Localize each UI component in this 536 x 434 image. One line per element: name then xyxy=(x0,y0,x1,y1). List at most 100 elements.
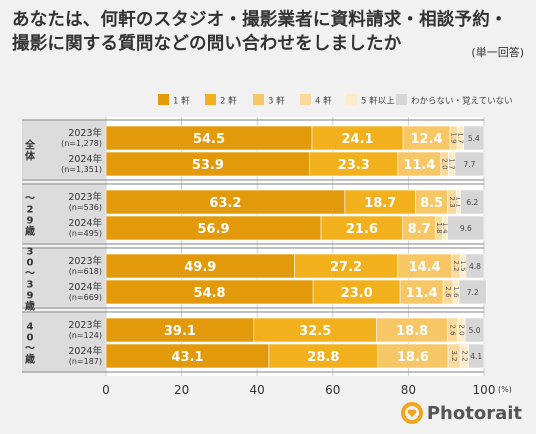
data-label: 28.8 xyxy=(307,350,339,365)
bar-segment xyxy=(309,151,399,177)
data-label: 23.3 xyxy=(338,158,370,173)
data-label: 1.7 xyxy=(456,132,464,143)
data-label: 11.4 xyxy=(403,158,435,173)
data-label: 43.1 xyxy=(171,350,203,365)
legend-label: 3 軒 xyxy=(268,97,285,107)
brand-logo: Photorait xyxy=(400,402,522,424)
row-n-label: (n=669) xyxy=(69,293,102,302)
bar-segment xyxy=(402,215,436,241)
legend-swatch xyxy=(396,94,407,105)
x-tick-label: 100 xyxy=(473,383,496,397)
chart-title: あなたは、何軒のスタジオ・撮影業者に資料請求・相談予約・ 撮影に関する質問などの… xyxy=(12,8,524,56)
photorait-logo-icon xyxy=(400,402,423,424)
bar-segment xyxy=(415,189,449,215)
bar-segment xyxy=(376,317,449,343)
x-tick-label: 80 xyxy=(401,383,416,397)
group-label: 4 0 〜歳 xyxy=(25,322,35,366)
row-year-label: 2024年 xyxy=(68,281,102,293)
row-year-label: 2024年 xyxy=(68,217,102,229)
data-label: 1.6 xyxy=(452,286,460,298)
bar-segment xyxy=(402,125,451,151)
bar-segment xyxy=(105,343,270,369)
bar-segment xyxy=(320,215,404,241)
data-label: 18.8 xyxy=(396,324,428,339)
bar-segment xyxy=(464,317,485,343)
bar-segment xyxy=(253,317,377,343)
group-band xyxy=(22,120,106,180)
legend-label: わからない・覚えていない xyxy=(411,96,513,107)
bar-segment xyxy=(454,151,485,177)
data-label: 18.7 xyxy=(364,196,396,211)
bar-segment xyxy=(105,189,346,215)
bar-segment xyxy=(377,343,449,369)
bar-segment xyxy=(105,317,255,343)
x-tick-label: 20 xyxy=(174,383,189,397)
data-label: 39.1 xyxy=(164,324,196,339)
legend-swatch xyxy=(205,94,216,105)
row-n-label: (n=187) xyxy=(69,357,102,366)
row-n-label: (n=1,351) xyxy=(61,165,102,174)
bar-segment xyxy=(294,253,398,279)
bar-segment xyxy=(311,125,404,151)
data-label: 21.6 xyxy=(346,222,378,237)
x-tick-label: 0 xyxy=(102,383,110,397)
legend-swatch xyxy=(346,94,357,105)
data-label: 12.4 xyxy=(411,132,443,147)
data-label: 1.8 xyxy=(435,222,443,233)
row-year-label: 2023年 xyxy=(68,191,102,203)
data-label: 6.2 xyxy=(466,198,478,207)
bar-segment xyxy=(268,343,379,369)
legend-label: 2 軒 xyxy=(220,97,237,107)
brand-name: Photorait xyxy=(426,402,522,424)
data-label: 2.0 xyxy=(457,324,465,335)
answer-type-note: (単一回答) xyxy=(471,46,524,59)
data-label: 7.2 xyxy=(467,288,479,297)
data-label: 1.1 xyxy=(454,196,462,207)
bar-segment xyxy=(344,189,416,215)
data-label: 1.4 xyxy=(441,222,449,234)
data-label: 54.8 xyxy=(194,286,226,301)
bar-segment xyxy=(312,279,401,305)
bar-segment xyxy=(399,279,444,305)
bar-segment xyxy=(105,125,313,151)
data-label: 23.0 xyxy=(341,286,373,301)
row-n-label: (n=495) xyxy=(69,229,102,238)
row-n-label: (n=1,278) xyxy=(61,139,102,148)
data-label: 11.4 xyxy=(406,286,438,301)
bar-segment xyxy=(105,151,311,177)
title-line-1: あなたは、何軒のスタジオ・撮影業者に資料請求・相談予約・ xyxy=(12,10,508,30)
bar-segment xyxy=(105,215,322,241)
data-label: 24.1 xyxy=(342,132,374,147)
group-label: 全体 xyxy=(24,139,36,163)
row-year-label: 2024年 xyxy=(68,153,102,165)
x-tick-label: 60 xyxy=(325,383,340,397)
data-label: 2.0 xyxy=(441,158,449,169)
data-label: 1.5 xyxy=(459,260,467,271)
legend-swatch xyxy=(253,94,264,105)
data-label: 18.6 xyxy=(397,350,429,365)
bar-segment xyxy=(468,343,485,369)
x-axis-unit: (%) xyxy=(498,385,512,394)
legend-swatch xyxy=(158,94,169,105)
data-label: 32.5 xyxy=(299,324,331,339)
row-n-label: (n=618) xyxy=(69,267,102,276)
data-label: 53.9 xyxy=(192,158,224,173)
data-label: 56.9 xyxy=(198,222,230,237)
group-band xyxy=(22,312,106,372)
data-label: 8.7 xyxy=(408,222,431,237)
bar-segment xyxy=(105,279,314,305)
data-label: 5.4 xyxy=(468,134,480,143)
x-tick-label: 40 xyxy=(250,383,265,397)
data-label: 8.5 xyxy=(420,196,443,211)
data-label: 27.2 xyxy=(330,260,362,275)
data-label: 9.6 xyxy=(460,224,472,233)
data-label: 2.6 xyxy=(444,286,452,298)
legend-label: 4 軒 xyxy=(315,97,332,107)
data-label: 54.5 xyxy=(193,132,225,147)
legend-label: 5 軒以上 xyxy=(361,97,395,107)
row-year-label: 2023年 xyxy=(68,255,102,267)
bar-segment xyxy=(105,253,295,279)
data-label: 2.2 xyxy=(460,350,468,361)
data-label: 4.8 xyxy=(469,262,481,271)
